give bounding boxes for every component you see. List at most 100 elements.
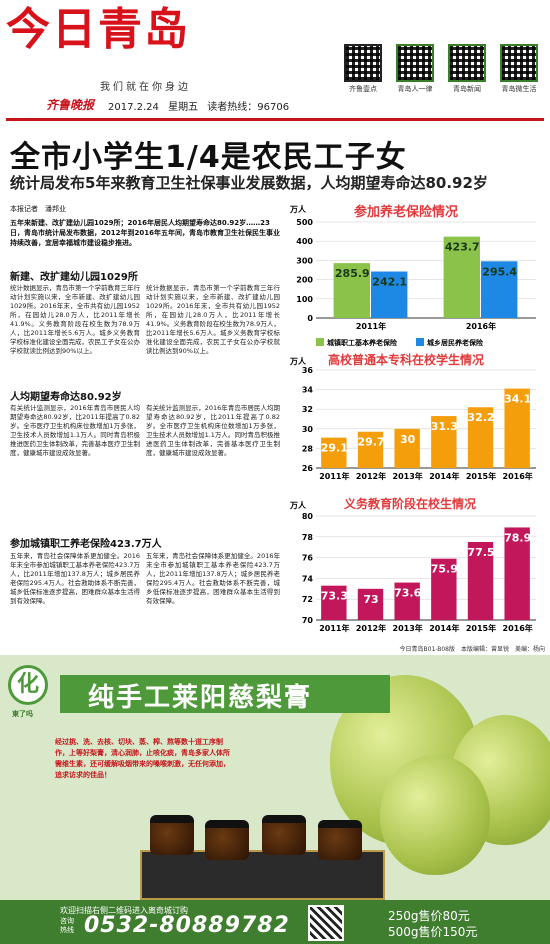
data-label: 423.7 [445,241,480,254]
masthead-slogan: 我们就在你身边 [100,82,191,93]
y-tick-label: 76 [302,554,314,563]
y-tick-label: 200 [296,276,313,285]
legend-swatch [316,338,324,346]
chart-bar [481,261,518,318]
legend-label: 城镇职工基本养老保险 [327,338,398,347]
y-tick-label: 500 [296,218,313,227]
qr-code-item[interactable]: 青岛人一律 [392,44,438,94]
data-label: 78.9 [504,531,531,544]
qr-code-row: 齐鲁壹点 青岛人一律 青岛新闻 青岛微生活 [340,44,542,94]
x-tick-label: 2011年 [319,623,349,633]
chart-bar [467,542,494,620]
data-label: 73.6 [394,587,421,600]
chart-bar [321,437,347,468]
pear-image [380,755,490,875]
section-body-cont: 五年来，青岛社会保障体系更加健全。2016年末全市参加城镇职工基本养老保险423… [146,552,280,605]
x-tick-label: 2016年 [503,623,533,633]
y-tick-label: 28 [302,444,314,453]
data-label: 30 [400,433,416,446]
y-tick-label: 400 [296,237,313,246]
ad-title: 纯手工莱阳慈梨膏 [88,683,313,713]
byline: 本报记者 潘邦业 [10,205,66,213]
brand-logo-icon: 化 [8,665,48,705]
qr-code-label: 青岛微生活 [501,85,537,93]
issue-date: 2017.2.24 [108,102,159,113]
data-label: 77.5 [467,546,494,559]
y-tick-label: 70 [302,616,314,625]
chart-bar [321,585,347,620]
brand-name: 東了吗 [12,710,33,718]
chart-bar [394,582,420,620]
y-tick-label: 78 [302,533,314,542]
qr-code-label: 青岛新闻 [453,85,481,93]
y-tick-label: 72 [302,595,313,604]
chart-plot-area: 26 28 30 32 34 36 29.1 2011年 29.7 2012年 30 2013年 31.… [302,366,536,481]
x-tick-label: 2014年 [429,471,459,481]
chart-bar [443,236,480,318]
paper-name: 齐鲁晚报 [46,98,95,112]
data-label: 73.3 [321,590,348,603]
qr-code-icon [344,44,382,82]
qr-code-item[interactable]: 齐鲁壹点 [340,44,386,94]
ad-contact-bar [0,900,550,944]
y-tick-label: 30 [302,425,314,434]
data-label: 285.9 [335,267,370,280]
headline: 全市小学生1/4是农民工子女 [10,140,407,175]
chart-unit: 万人 [289,204,307,214]
ad-title-band [60,675,390,713]
x-tick-label: 2016年 [466,321,496,331]
chart-bar [333,263,370,318]
x-tick-label: 2011年 [319,471,349,481]
page-source-line: 今日青岛B01-B08版 本版编辑：曾显锐 美编：杨向 [399,646,545,653]
chart-bar [504,388,530,468]
y-tick-label: 80 [302,512,314,521]
section-title: 参加城镇职工养老保险423.7万人 [10,539,162,550]
data-label: 75.9 [431,563,458,576]
x-tick-label: 2013年 [393,623,423,633]
advertisement[interactable]: 纯手工莱阳慈梨膏 化 東了吗 经过挑、洗、去核、切块、蒸、榨、熬等数十道工序制作… [0,655,550,944]
section-body: 有关统计监测显示，2016年青岛市居民人均期望寿命达80.92岁，比2011年提… [10,404,140,457]
gift-box-image [140,850,385,900]
qr-code-item[interactable]: 青岛微生活 [496,44,542,94]
jar-image [262,815,306,855]
qr-code-label: 青岛人一律 [397,85,433,93]
price-large: 500g售价150元 [388,925,478,939]
x-tick-label: 2013年 [393,471,423,481]
y-tick-label: 100 [296,295,313,304]
y-tick-label: 26 [302,464,314,473]
x-tick-label: 2012年 [356,623,386,633]
issue-info: 2017.2.24 星期五 读者热线：96706 [108,98,295,113]
ad-phone-number[interactable]: 0532-80889782 [84,913,290,938]
ad-cta: 欢迎扫描右侧二维码进入离奇城订购 [60,906,188,915]
data-label: 31.3 [431,420,458,433]
issue-weekday: 星期五 [168,102,199,113]
chart-title: 义务教育阶段在校生情况 [343,496,476,511]
chart-title: 高校普通本专科在校学生情况 [328,352,484,367]
x-tick-label: 2016年 [503,471,533,481]
chart-unit: 万人 [289,500,307,510]
hotline-label: 咨询热线 [60,917,74,934]
ad-qr-code-icon[interactable] [308,905,344,941]
section-title: 人均期望寿命达80.92岁 [10,392,122,403]
ad-description: 经过挑、洗、去核、切块、蒸、榨、熬等数十道工序制作，上等好梨膏，清心润肺，止咳化… [55,738,230,779]
chart-bar [467,407,494,468]
legend-swatch [416,338,424,346]
qr-code-item[interactable]: 青岛新闻 [444,44,490,94]
x-tick-label: 2012年 [356,471,386,481]
data-label: 73 [363,593,378,606]
qr-code-icon [396,44,434,82]
masthead: 今日青岛 我们就在你身边 齐鲁晚报 2017.2.24 星期五 读者热线：967… [0,0,550,120]
section-body-cont: 统计数据显示，青岛市第一个学前教育三年行动计划实施以来，全市新建、改扩建幼儿园1… [146,284,280,355]
data-label: 242.1 [372,276,407,289]
jar-image [150,815,194,855]
y-tick-label: 32 [302,405,313,414]
chart-bar [431,558,457,620]
x-tick-label: 2014年 [429,623,459,633]
section-body: 五年来，青岛社会保障体系更加健全。2016年末全市参加城镇职工基本养老保险423… [10,552,140,605]
qr-code-label: 齐鲁壹点 [349,85,377,93]
y-tick-label: 74 [302,574,314,583]
chart-bar [357,588,384,620]
subheadline: 统计局发布5年来教育卫生社保事业发展数据，人均期望寿命达80.92岁 [10,174,488,192]
masthead-title: 今日青岛 [6,4,190,55]
